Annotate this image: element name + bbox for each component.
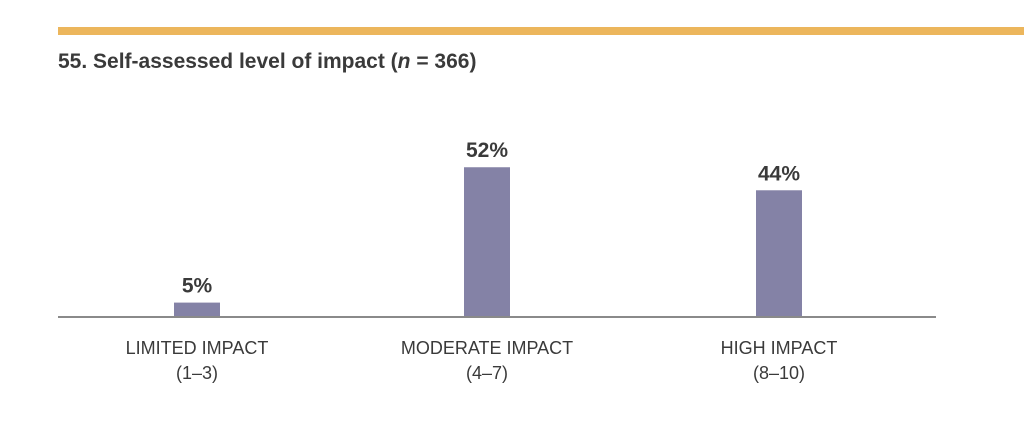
- chart-title-n: n: [397, 50, 411, 73]
- chart-title-prefix: 55. Self-assessed level of impact (: [58, 50, 398, 73]
- chart-title: 55. Self-assessed level of impact (n = 3…: [58, 50, 476, 74]
- category-label-2-line-0: HIGH IMPACT: [721, 338, 838, 358]
- category-label-0-line-0: LIMITED IMPACT: [126, 338, 269, 358]
- bar-value-label-2: 44%: [758, 162, 800, 185]
- bar-value-label-0: 5%: [182, 275, 213, 298]
- chart-title-suffix: = 366): [410, 50, 477, 73]
- category-label-0-line-1: (1–3): [176, 363, 218, 383]
- bar-2: [756, 190, 802, 317]
- bar-0: [174, 302, 220, 317]
- category-label-1-line-0: MODERATE IMPACT: [401, 338, 573, 358]
- bars-layer: [174, 167, 802, 317]
- bar-value-label-1: 52%: [466, 139, 508, 162]
- bar-1: [464, 167, 510, 317]
- category-label-2-line-1: (8–10): [753, 363, 805, 383]
- labels-layer: 5% LIMITED IMPACT (1–3) 52% MODERATE IMPACT (…: [126, 139, 838, 383]
- accent-top-rule: [58, 27, 1024, 35]
- category-label-1-line-1: (4–7): [466, 363, 508, 383]
